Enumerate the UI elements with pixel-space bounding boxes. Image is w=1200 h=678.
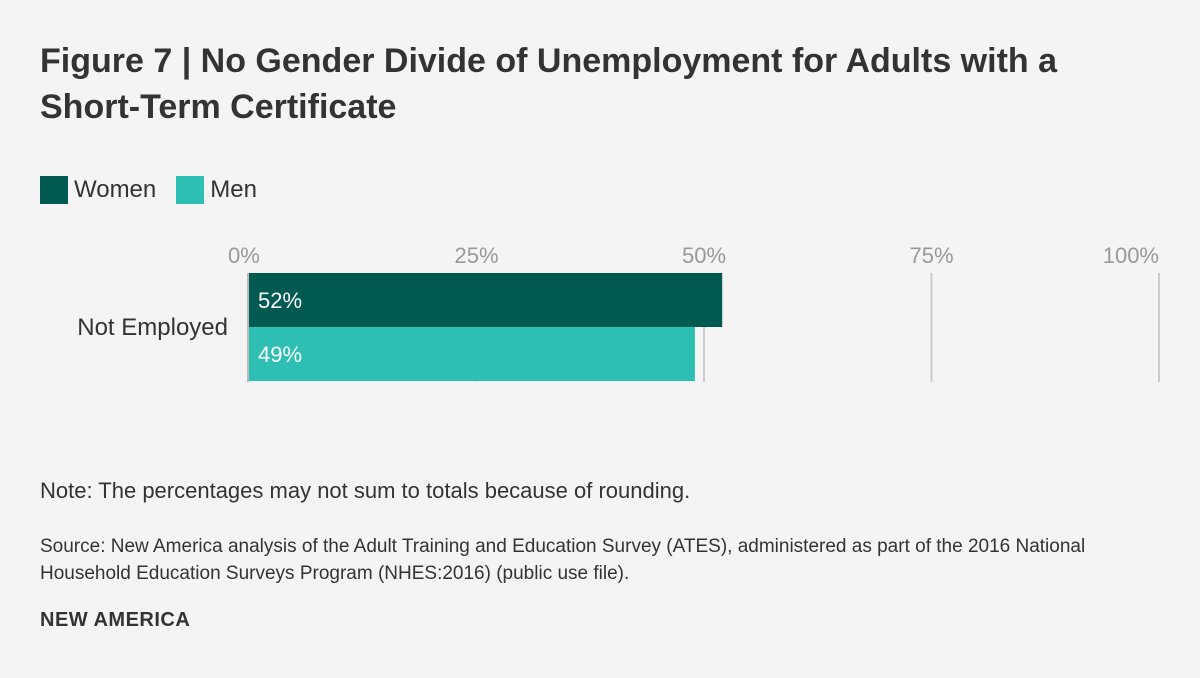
chart-title: Figure 7 | No Gender Divide of Unemploym…	[40, 42, 1058, 126]
chart-svg: 0% 25% 50% 75% 100% 52% 49% Not Employed	[77, 243, 1160, 382]
brand-wordmark: NEW AMERICA	[40, 609, 191, 631]
bar-chart: 0% 25% 50% 75% 100% 52% 49% Not Employed	[0, 230, 1200, 395]
category-label-0: Not Employed	[77, 314, 228, 341]
bar-men-0	[249, 327, 695, 381]
x-tick-label-100: 100%	[1103, 243, 1159, 268]
bar-women-0	[249, 273, 723, 327]
x-tick-label-75: 75%	[909, 243, 953, 268]
chart-legend: Women Men	[40, 174, 277, 206]
data-label-men-0: 49%	[258, 342, 302, 367]
chart-source: Source: New America analysis of the Adul…	[40, 536, 1086, 584]
legend-item-men: Men	[176, 176, 257, 204]
legend-swatch-women	[40, 176, 68, 204]
data-label-women-0: 52%	[258, 288, 302, 313]
legend-label-women: Women	[74, 176, 157, 203]
legend-label-men: Men	[210, 176, 257, 203]
legend-swatch-men	[176, 176, 205, 204]
x-tick-label-50: 50%	[682, 243, 726, 268]
x-tick-label-25: 25%	[454, 243, 498, 268]
x-tick-label-0: 0%	[228, 243, 260, 268]
chart-note: Note: The percentages may not sum to tot…	[40, 478, 691, 503]
legend-item-women: Women	[40, 176, 156, 204]
